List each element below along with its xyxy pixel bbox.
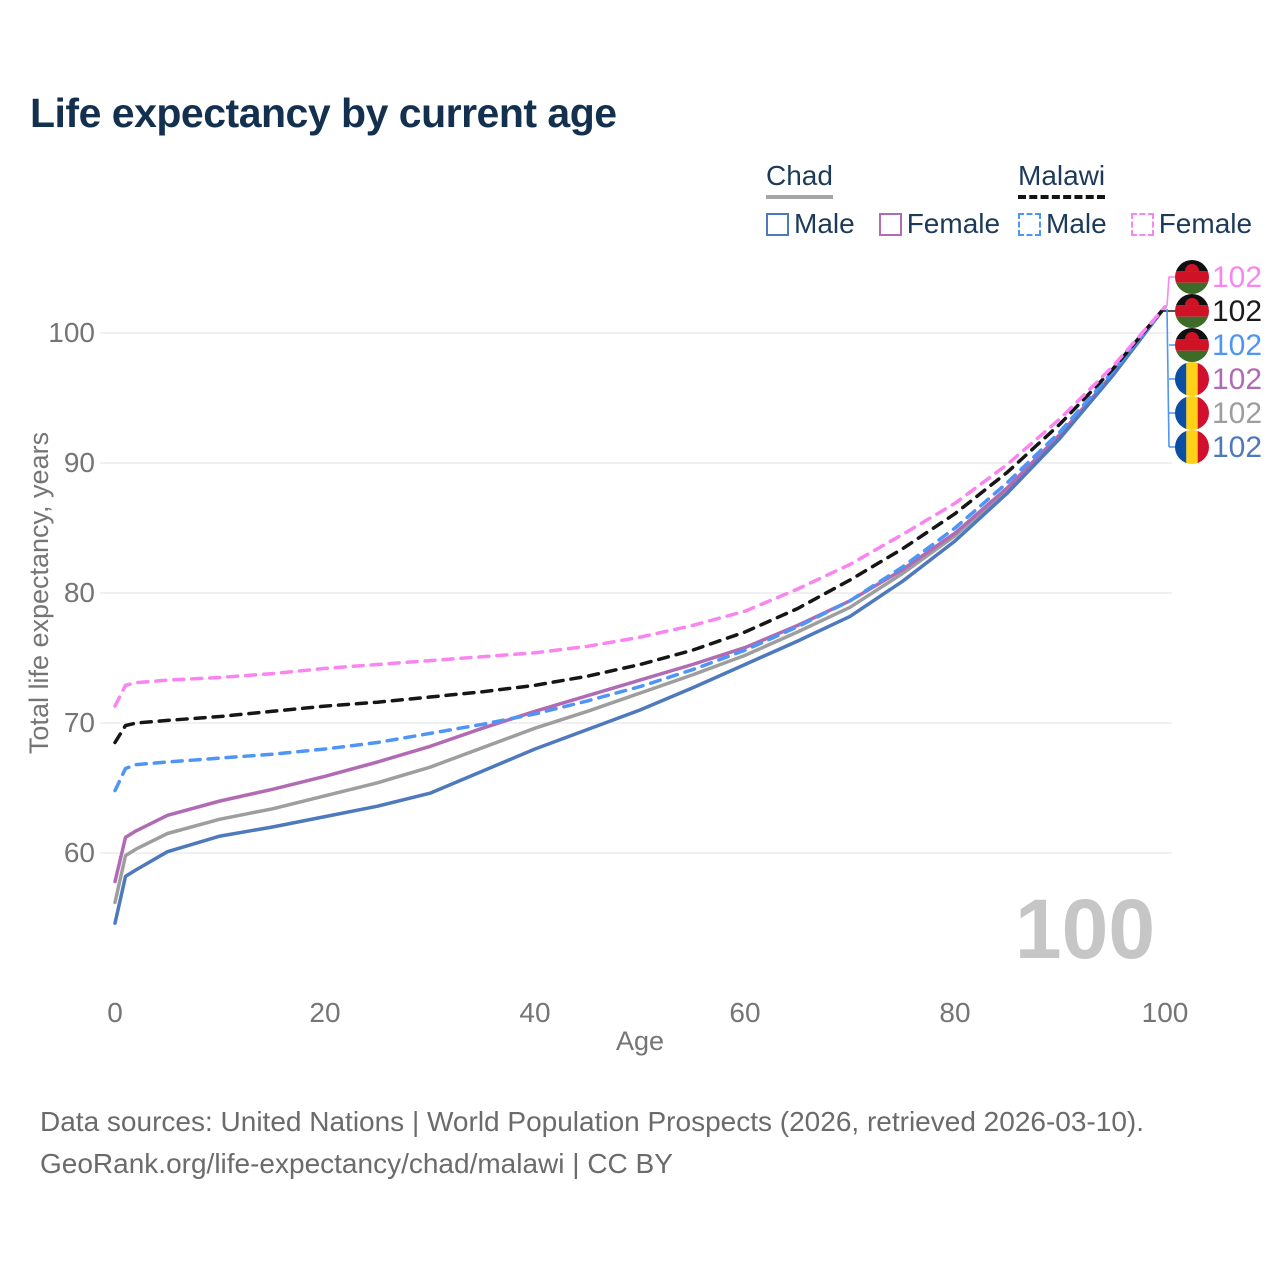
legend-item-label: Male: [794, 208, 855, 239]
x-tick-label: 100: [1142, 997, 1189, 1028]
malawi-male-swatch-icon: [1018, 212, 1041, 236]
legend-group-malawi: Malawi Male Female: [1018, 160, 1276, 240]
x-axis-title: Age: [616, 1026, 664, 1056]
series-line-chad-male[interactable]: [113, 305, 1167, 925]
legend-item-chad-male[interactable]: Male: [766, 208, 855, 240]
attribution-link[interactable]: GeoRank.org/life-expectancy/chad/malawi …: [40, 1148, 673, 1179]
page-title: Life expectancy by current age: [30, 90, 617, 136]
chad-flag-icon: [1175, 396, 1209, 430]
end-value-label-chad-female[interactable]: 102: [1212, 363, 1262, 396]
end-value-label-malawi-all[interactable]: 102: [1212, 295, 1262, 328]
series-line-chad-female[interactable]: [113, 305, 1167, 884]
series-line-malawi-male[interactable]: [113, 305, 1167, 793]
malawi-flag-icon: [1175, 260, 1209, 294]
legend-country-malawi[interactable]: Malawi: [1018, 160, 1106, 199]
x-tick-label: 80: [939, 997, 970, 1028]
y-tick-label: 80: [64, 577, 95, 608]
y-tick-label: 70: [64, 707, 95, 738]
malawi-female-swatch-icon: [1130, 212, 1154, 236]
x-tick-label: 0: [107, 997, 123, 1028]
data-sources-text: Data sources: United Nations | World Pop…: [40, 1106, 1145, 1137]
y-tick-label: 60: [64, 837, 95, 868]
legend-item-malawi-male[interactable]: Male: [1018, 208, 1107, 240]
x-tick-label: 20: [309, 997, 340, 1028]
legend-group-chad: Chad Male Female: [766, 160, 1024, 240]
series-line-chad-all[interactable]: [113, 305, 1167, 905]
y-tick-label: 90: [64, 447, 95, 478]
hover-age-watermark: 100: [1015, 882, 1155, 976]
x-tick-label: 60: [729, 997, 760, 1028]
malawi-flag-icon: [1175, 294, 1209, 328]
end-value-label-malawi-male[interactable]: 102: [1212, 329, 1262, 362]
legend-item-label: Female: [1158, 208, 1253, 239]
malawi-flag-icon: [1175, 328, 1209, 362]
connector-bracket: [1166, 308, 1177, 448]
y-tick-label: 100: [48, 317, 95, 348]
chad-flag-icon: [1175, 430, 1209, 464]
chad-female-swatch-icon: [878, 212, 902, 236]
end-value-label-chad-male[interactable]: 102: [1212, 431, 1262, 464]
legend-item-label: Male: [1046, 208, 1107, 239]
chad-male-swatch-icon: [766, 212, 789, 236]
chad-flag-icon: [1175, 362, 1209, 396]
x-tick-label: 40: [519, 997, 550, 1028]
legend-item-malawi-female[interactable]: Female: [1130, 208, 1253, 240]
legend-item-label: Female: [906, 208, 1001, 239]
series-line-malawi-all[interactable]: [113, 305, 1167, 745]
end-value-label-chad-all[interactable]: 102: [1212, 397, 1262, 430]
series-line-malawi-female[interactable]: [113, 305, 1167, 708]
y-axis-title: Total life expectancy, years: [24, 432, 54, 754]
legend-item-chad-female[interactable]: Female: [878, 208, 1001, 240]
end-value-label-malawi-female[interactable]: 102: [1212, 261, 1262, 294]
legend-country-chad[interactable]: Chad: [766, 160, 833, 199]
connector-malawi-female: [1166, 276, 1177, 307]
